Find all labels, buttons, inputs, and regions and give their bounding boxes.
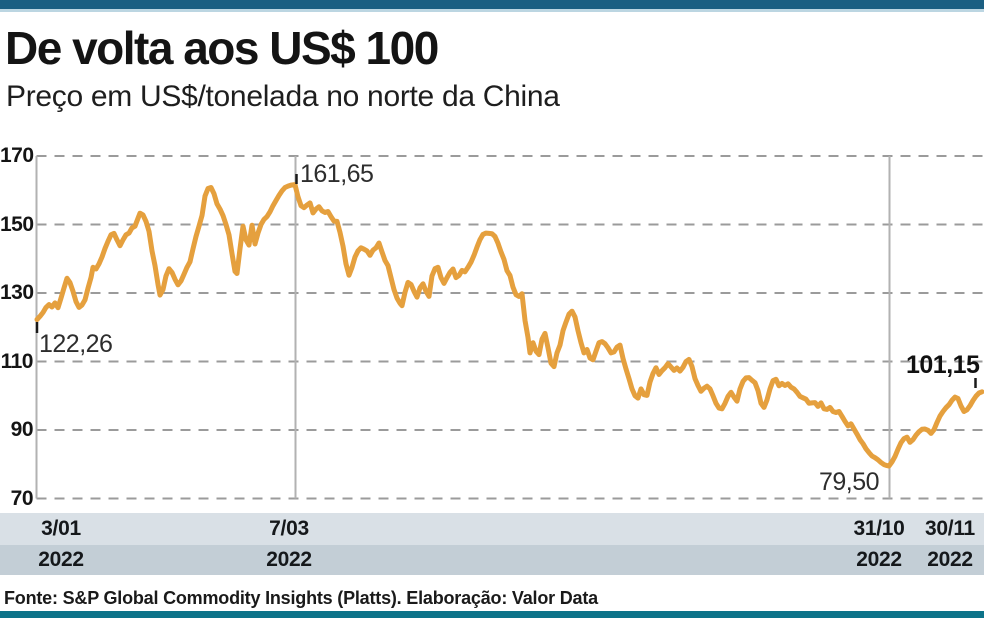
- year-label-7-03: 2022: [266, 548, 312, 571]
- annotation-end-value: 101,15: [906, 351, 980, 379]
- annotation-low-value: 79,50: [819, 468, 880, 496]
- year-label-30-11: 2022: [927, 548, 973, 571]
- date-label-30-11: 30/11: [925, 517, 975, 540]
- date-label-7-03: 7/03: [269, 517, 309, 540]
- y-tick-label-130: 130: [0, 281, 34, 304]
- date-label-3-01: 3/01: [41, 517, 81, 540]
- top-accent-bar: [0, 0, 984, 9]
- x-axis-date-band: 3/01 7/03 31/10 30/11 2022 2022 2022 2022: [0, 513, 984, 575]
- date-label-31-10: 31/10: [853, 517, 905, 540]
- bottom-accent-bar: [0, 611, 984, 618]
- y-tick-label-110: 110: [0, 349, 34, 373]
- annotation-peak-value: 161,65: [300, 160, 374, 188]
- y-tick-label-90: 90: [10, 418, 34, 441]
- year-band-row: 2022 2022 2022 2022: [0, 545, 984, 575]
- chart-title: De volta aos US$ 100: [5, 22, 439, 74]
- chart-subtitle: Preço em US$/tonelada no norte da China: [6, 80, 560, 113]
- year-label-31-10: 2022: [856, 548, 902, 571]
- annotation-start-value: 122,26: [39, 330, 113, 358]
- year-label-3-01: 2022: [38, 548, 84, 571]
- date-band-row: 3/01 7/03 31/10 30/11: [0, 513, 984, 545]
- y-tick-label-70: 70: [10, 486, 34, 510]
- price-series-line: [34, 182, 984, 469]
- y-tick-label-170: 170: [0, 144, 34, 167]
- top-accent-bar-light: [0, 9, 984, 12]
- source-note: Fonte: S&P Global Commodity Insights (Pl…: [4, 588, 598, 608]
- y-tick-label-150: 150: [0, 212, 34, 236]
